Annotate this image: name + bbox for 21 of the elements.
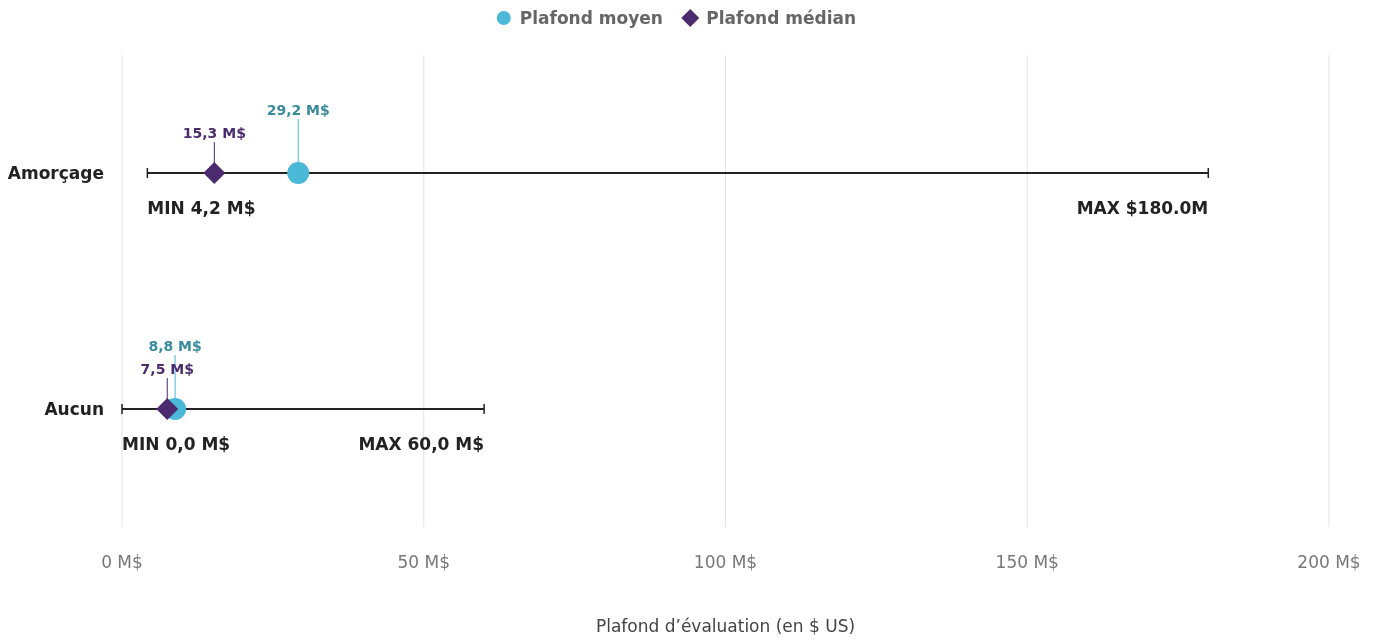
- y-tick-label: Amorçage: [7, 163, 104, 183]
- legend-label: Plafond moyen: [519, 8, 663, 28]
- annotation: MAX 60,0 M$: [358, 434, 485, 454]
- data-label: 7,5 M$: [140, 361, 194, 377]
- annotation: MIN 0,0 M$: [122, 434, 231, 454]
- data-label: 29,2 M$: [266, 102, 330, 118]
- x-axis-title: Plafond d’évaluation (en $ US): [595, 616, 856, 636]
- legend-label: Plafond médian: [706, 8, 857, 28]
- point: [203, 162, 226, 184]
- annotation: MIN 4,2 M$: [147, 198, 256, 218]
- point: [156, 398, 179, 420]
- x-tick-label: 0 M$: [101, 552, 143, 572]
- x-tick-label: 150 M$: [995, 552, 1059, 572]
- data-label: 8,8 M$: [148, 338, 202, 354]
- annotation: MAX $180.0M: [1076, 198, 1209, 218]
- x-tick-label: 100 M$: [693, 552, 758, 572]
- y-tick-label: Aucun: [44, 399, 104, 419]
- data-label: 15,3 M$: [182, 125, 246, 141]
- point: [287, 162, 310, 184]
- x-tick-label: 50 M$: [397, 552, 451, 572]
- x-tick-label: 200 M$: [1297, 552, 1361, 572]
